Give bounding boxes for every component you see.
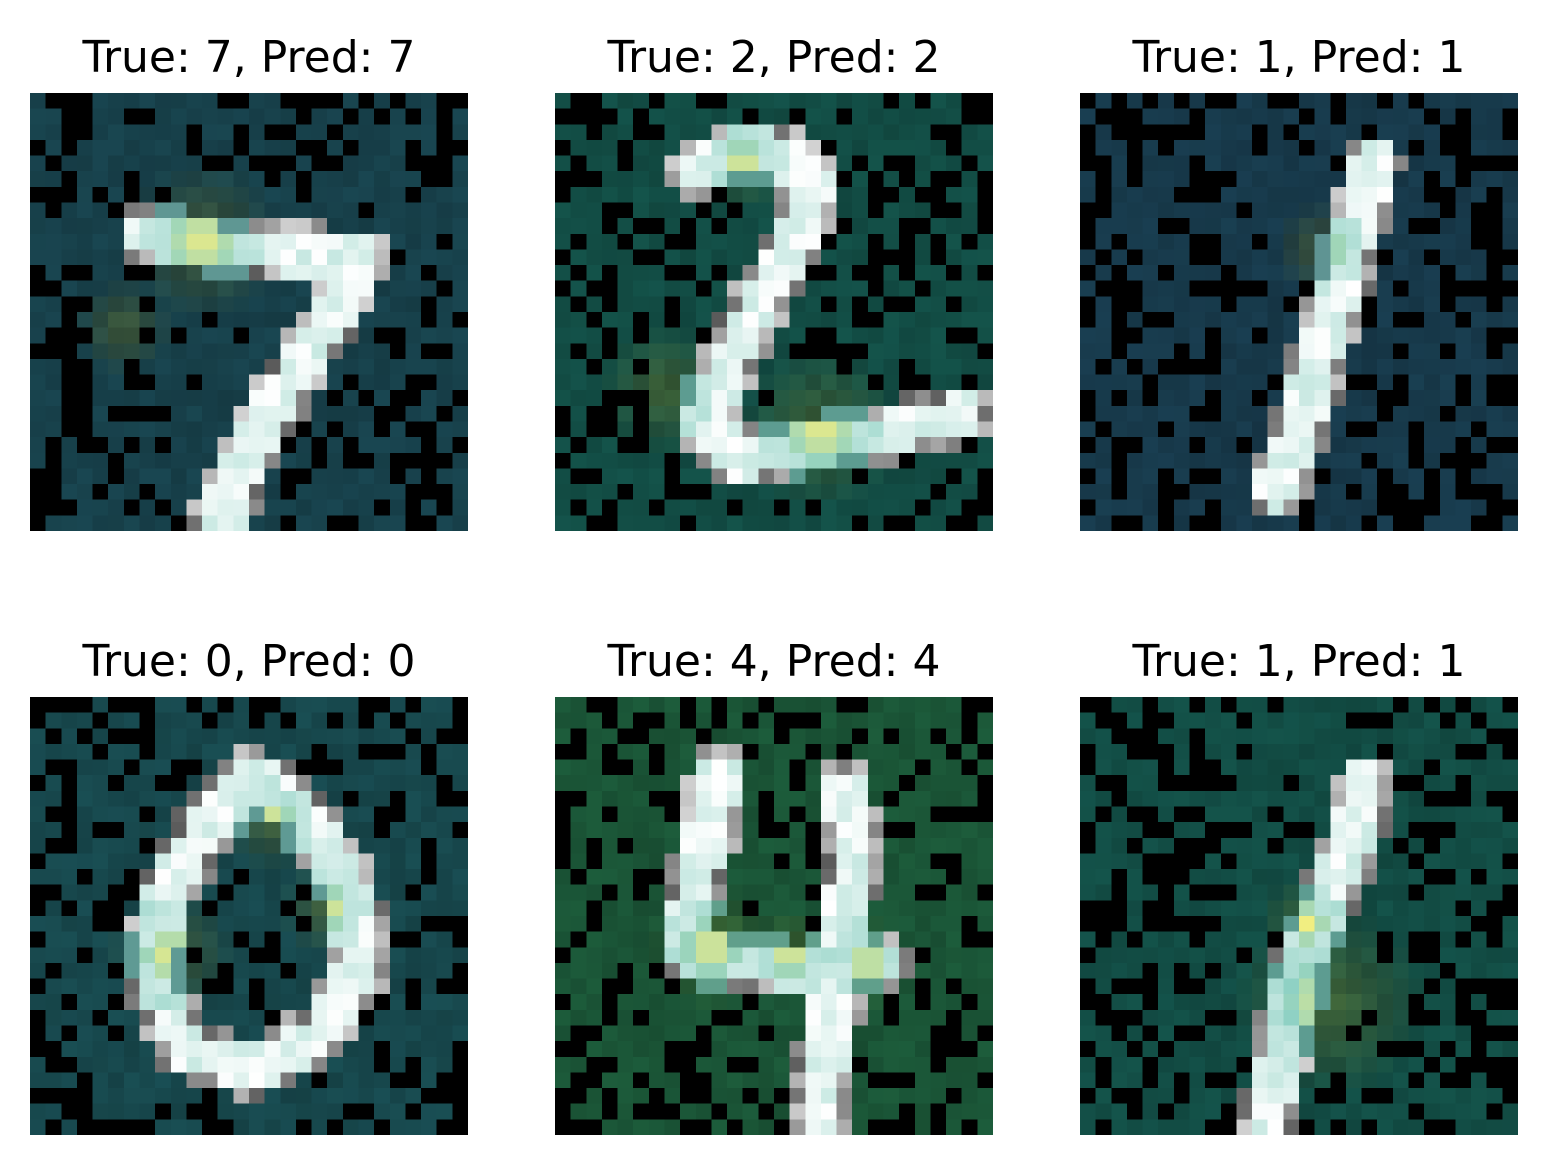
panel-title: True: 1, Pred: 1 — [1132, 636, 1466, 687]
panel-title: True: 0, Pred: 0 — [82, 636, 416, 687]
digit-heatmap-image — [555, 93, 993, 531]
digit-heatmap-image — [1080, 697, 1518, 1135]
panel-title: True: 1, Pred: 1 — [1132, 32, 1466, 83]
digit-heatmap-image — [1080, 93, 1518, 531]
panel-title: True: 4, Pred: 4 — [607, 636, 941, 687]
digit-heatmap-image — [30, 697, 468, 1135]
digit-heatmap-image — [555, 697, 993, 1135]
panel-title: True: 7, Pred: 7 — [82, 32, 416, 83]
panel-title: True: 2, Pred: 2 — [607, 32, 941, 83]
digit-heatmap-image — [30, 93, 468, 531]
